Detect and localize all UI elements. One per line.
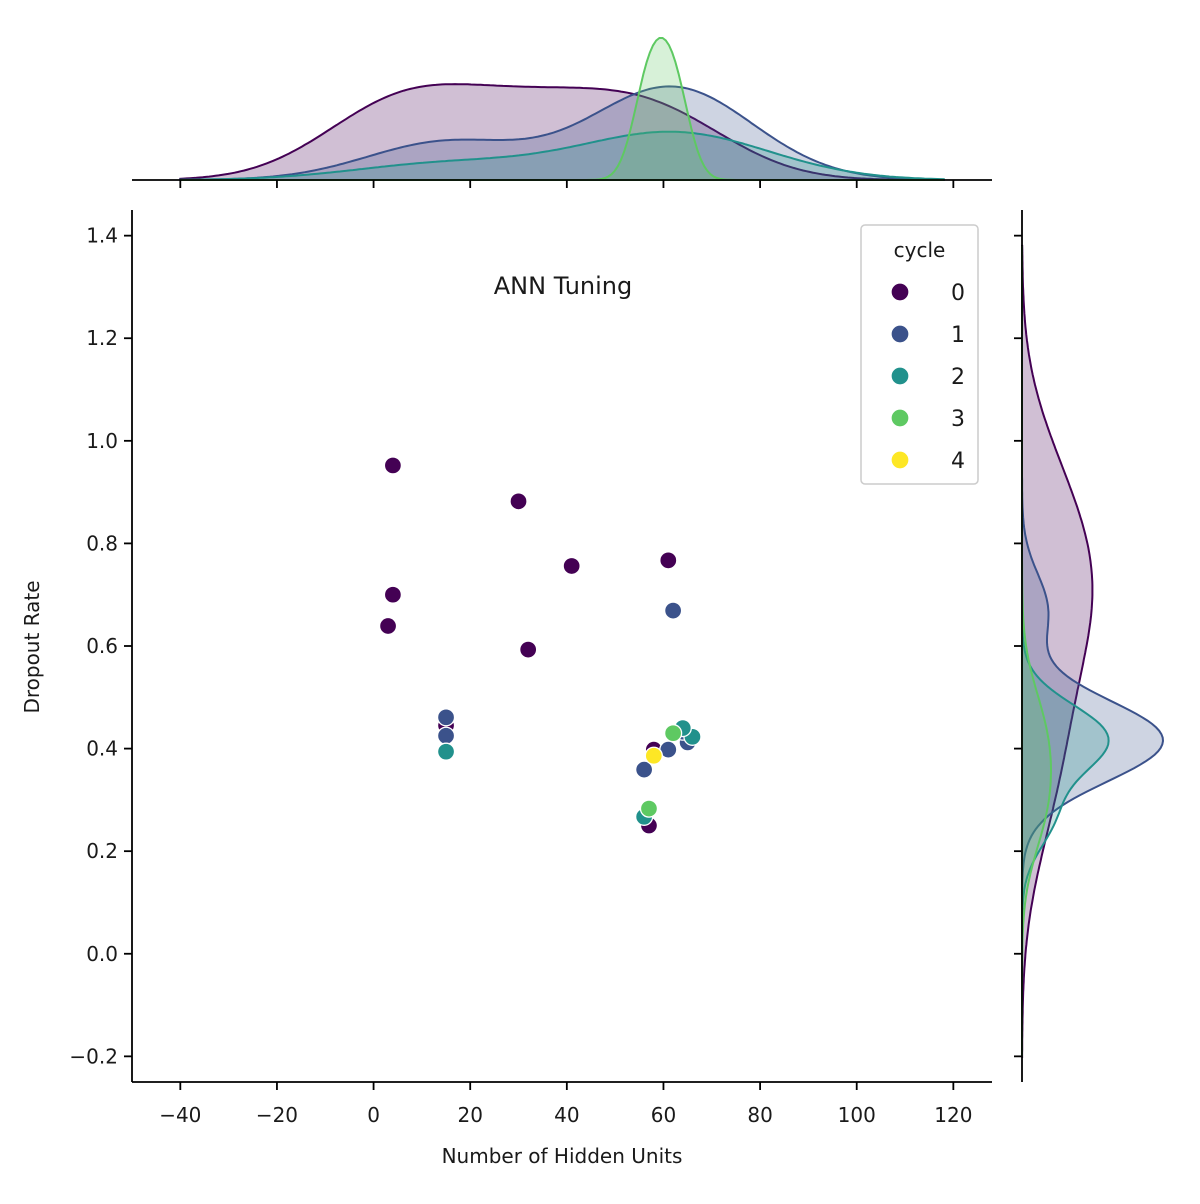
y-tick-label: 1.2	[86, 326, 118, 350]
x-tick-label: 20	[457, 1103, 482, 1127]
scatter-point-cycle-0	[519, 640, 538, 659]
y-tick-label: 1.0	[86, 429, 118, 453]
legend-marker-cycle-2	[890, 366, 910, 386]
scatter-point-cycle-0	[509, 492, 528, 511]
y-tick-label: 0.6	[86, 634, 118, 658]
scatter-point-cycle-4	[644, 746, 663, 765]
scatter-point-cycle-1	[436, 726, 456, 745]
y-tick-label: 0.0	[86, 942, 118, 966]
scatter-point-cycle-0	[562, 556, 581, 576]
legend-marker-cycle-4	[890, 450, 910, 470]
x-tick-label: −20	[256, 1103, 298, 1127]
kde-y-series-1	[1021, 245, 1165, 1057]
legend-label-cycle-3: 3	[951, 407, 965, 432]
scatter-point-cycle-0	[659, 551, 678, 570]
x-tick-label: 0	[367, 1103, 380, 1127]
x-axis-label: Number of Hidden Units	[442, 1144, 683, 1168]
x-tick-label: 60	[651, 1103, 676, 1127]
legend-label-cycle-4: 4	[951, 449, 965, 474]
kde-y-series-0	[1021, 244, 1094, 1059]
marginal-y-kde	[1014, 210, 1165, 1082]
legend-title: cycle	[894, 238, 946, 262]
scatter-point-cycle-0	[383, 456, 403, 475]
x-tick-label: 120	[934, 1103, 972, 1127]
main-axes: −40 −20 0 20 40 60 80 100 120−0.20.00.20.40.60.8…	[69, 210, 992, 1127]
scatter-point-cycle-0	[378, 616, 398, 636]
scatter-point-cycle-2	[436, 742, 456, 761]
marginal-x-kde	[132, 37, 992, 188]
kde-x-series-1	[179, 85, 945, 181]
scatter-point-cycle-3	[663, 724, 683, 743]
y-axis-label: Dropout Rate	[20, 580, 44, 713]
x-tick-label: 40	[554, 1103, 579, 1127]
kde-x-series-2	[179, 130, 945, 181]
scatter-point-cycle-0	[383, 585, 403, 604]
x-tick-label: 80	[747, 1103, 772, 1127]
x-tick-label: 100	[838, 1103, 876, 1127]
legend-label-cycle-1: 1	[951, 323, 965, 348]
x-tick-label: −40	[159, 1103, 201, 1127]
scatter-point-cycle-3	[639, 799, 659, 818]
scatter-point-cycle-1	[634, 760, 654, 779]
y-tick-label: 1.4	[86, 224, 118, 248]
legend-label-cycle-0: 0	[951, 281, 965, 306]
y-tick-label: −0.2	[69, 1044, 118, 1068]
legend-frame	[860, 224, 979, 485]
scatter-point-cycle-1	[663, 601, 683, 620]
legend-marker-cycle-0	[890, 282, 910, 302]
scatter-points	[378, 456, 702, 835]
y-tick-label: 0.2	[86, 839, 118, 863]
legend-marker-cycle-3	[890, 408, 910, 428]
scatter-point-cycle-1	[436, 708, 456, 727]
y-tick-label: 0.4	[86, 737, 118, 761]
chart-title: ANN Tuning	[494, 272, 633, 300]
legend-marker-cycle-1	[890, 324, 910, 344]
y-tick-label: 0.8	[86, 531, 118, 555]
legend-label-cycle-2: 2	[951, 365, 965, 390]
